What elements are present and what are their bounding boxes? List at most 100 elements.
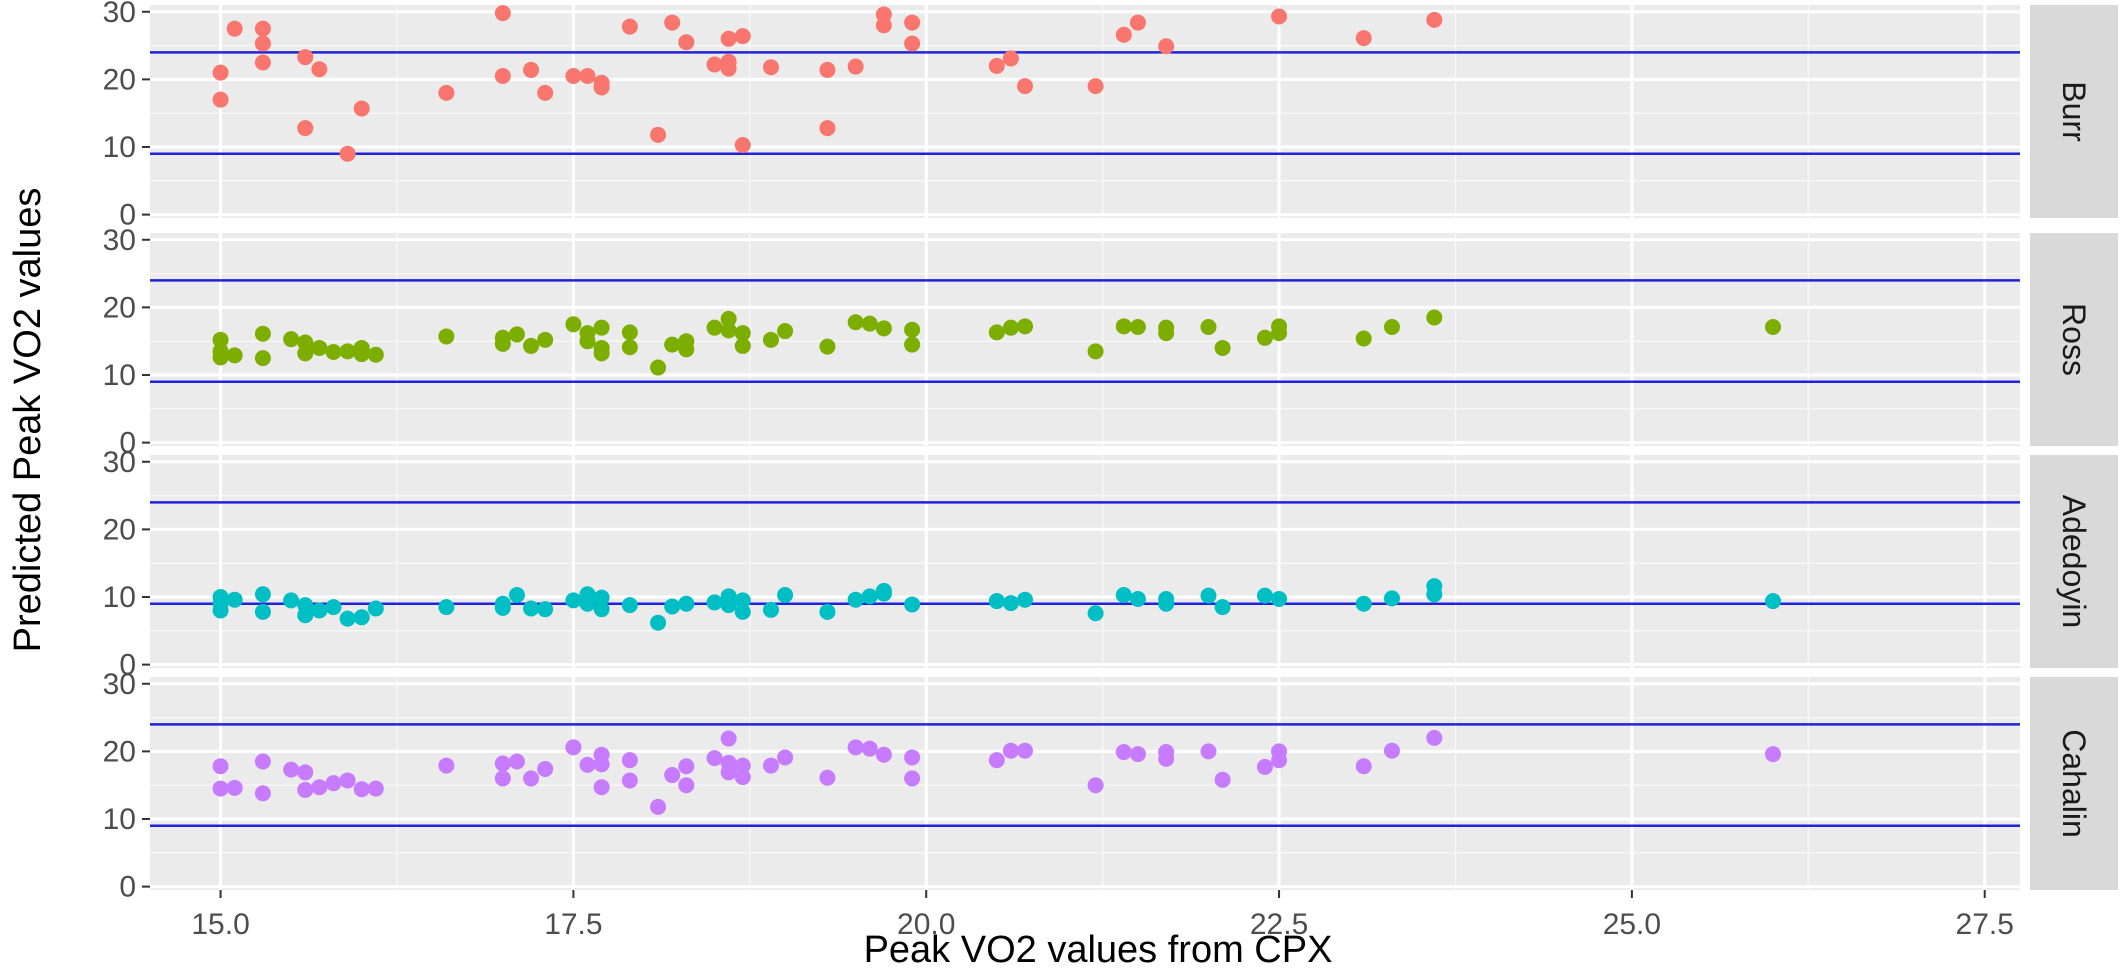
data-point-ross <box>1017 318 1034 335</box>
data-point-adedoyin <box>734 603 751 620</box>
data-point-ross <box>325 344 342 361</box>
data-point-ross <box>438 328 455 345</box>
data-point-cahalin <box>777 749 794 766</box>
data-point-cahalin <box>819 769 836 786</box>
data-point-burr <box>1158 38 1175 55</box>
data-point-adedoyin <box>367 600 384 617</box>
panel-burr: 0 10 20 30 Burr <box>103 0 2118 232</box>
data-point-adedoyin <box>1087 605 1104 622</box>
data-point-cahalin <box>593 756 610 773</box>
data-point-ross <box>1002 319 1019 336</box>
data-point-ross <box>593 319 610 336</box>
data-point-ross <box>734 325 751 342</box>
data-point-adedoyin <box>678 595 695 612</box>
data-point-ross <box>734 337 751 354</box>
data-point-burr <box>311 61 328 78</box>
data-point-burr <box>762 59 779 76</box>
data-point-cahalin <box>579 756 596 773</box>
data-point-adedoyin <box>621 597 638 614</box>
data-point-burr <box>720 30 737 47</box>
data-point-cahalin <box>1765 746 1782 763</box>
facet-label-ross: Ross <box>2056 303 2092 376</box>
data-point-adedoyin <box>593 601 610 618</box>
data-point-cahalin <box>508 753 525 770</box>
data-point-adedoyin <box>720 597 737 614</box>
data-point-ross <box>1200 318 1217 335</box>
data-point-adedoyin <box>777 586 794 603</box>
data-point-burr <box>734 136 751 153</box>
data-point-adedoyin <box>904 596 921 613</box>
data-point-adedoyin <box>1271 591 1288 608</box>
data-point-cahalin <box>1087 777 1104 794</box>
panel-background <box>150 677 2020 890</box>
data-point-ross <box>1214 339 1231 356</box>
y-tick-label: 0 <box>119 649 136 682</box>
y-tick-label: 10 <box>103 359 136 392</box>
data-point-adedoyin <box>1256 587 1273 604</box>
data-point-burr <box>1002 50 1019 67</box>
data-point-cahalin <box>1214 771 1231 788</box>
data-point-cahalin <box>1002 742 1019 759</box>
data-point-cahalin <box>212 758 229 775</box>
data-point-burr <box>438 84 455 101</box>
data-point-ross <box>523 337 540 354</box>
data-point-ross <box>875 320 892 337</box>
data-point-adedoyin <box>1200 587 1217 604</box>
data-point-cahalin <box>537 760 554 777</box>
data-point-ross <box>254 325 271 342</box>
data-point-cahalin <box>283 761 300 778</box>
data-point-adedoyin <box>254 603 271 620</box>
data-point-burr <box>494 68 511 84</box>
data-point-ross <box>537 331 554 348</box>
y-tick-label: 20 <box>103 513 136 546</box>
data-point-cahalin <box>254 785 271 802</box>
data-point-cahalin <box>720 764 737 781</box>
data-point-cahalin <box>1256 758 1273 775</box>
data-point-cahalin <box>1158 750 1175 767</box>
data-point-burr <box>819 120 836 137</box>
data-point-adedoyin <box>508 586 525 603</box>
data-point-ross <box>777 323 794 340</box>
data-point-burr <box>254 20 271 37</box>
data-point-burr <box>565 68 582 84</box>
x-tick-label: 22.5 <box>1250 908 1308 941</box>
data-point-ross <box>1256 329 1273 346</box>
facet-strip <box>2030 677 2118 890</box>
data-point-adedoyin <box>988 593 1005 610</box>
y-tick-label: 10 <box>103 581 136 614</box>
data-point-cahalin <box>297 781 314 798</box>
data-point-cahalin <box>904 770 921 787</box>
data-point-adedoyin <box>283 592 300 609</box>
data-point-ross <box>904 336 921 353</box>
data-point-adedoyin <box>875 582 892 599</box>
data-point-cahalin <box>438 757 455 774</box>
data-point-ross <box>367 346 384 363</box>
data-point-adedoyin <box>762 601 779 618</box>
data-point-adedoyin <box>1158 595 1175 612</box>
data-point-ross <box>650 359 667 376</box>
data-point-adedoyin <box>254 586 271 603</box>
data-point-ross <box>762 331 779 348</box>
data-point-adedoyin <box>438 599 455 616</box>
data-point-ross <box>311 339 328 356</box>
data-point-cahalin <box>621 772 638 789</box>
data-point-cahalin <box>621 752 638 769</box>
data-point-burr <box>875 17 892 34</box>
x-tick-label: 20.0 <box>897 908 955 941</box>
data-point-cahalin <box>593 779 610 796</box>
data-point-cahalin <box>226 779 243 796</box>
data-point-adedoyin <box>353 609 370 626</box>
data-point-ross <box>1271 325 1288 342</box>
data-point-ross <box>212 349 229 366</box>
data-point-ross <box>494 335 511 352</box>
data-point-burr <box>1115 26 1132 43</box>
data-point-ross <box>212 331 229 348</box>
y-tick-label: 10 <box>103 131 136 164</box>
data-point-adedoyin <box>734 592 751 609</box>
data-point-burr <box>1017 78 1034 95</box>
data-point-ross <box>720 322 737 339</box>
data-point-burr <box>650 126 667 143</box>
data-point-cahalin <box>762 757 779 774</box>
data-point-cahalin <box>1115 744 1132 761</box>
facet-label-cahalin: Cahalin <box>2056 729 2092 838</box>
